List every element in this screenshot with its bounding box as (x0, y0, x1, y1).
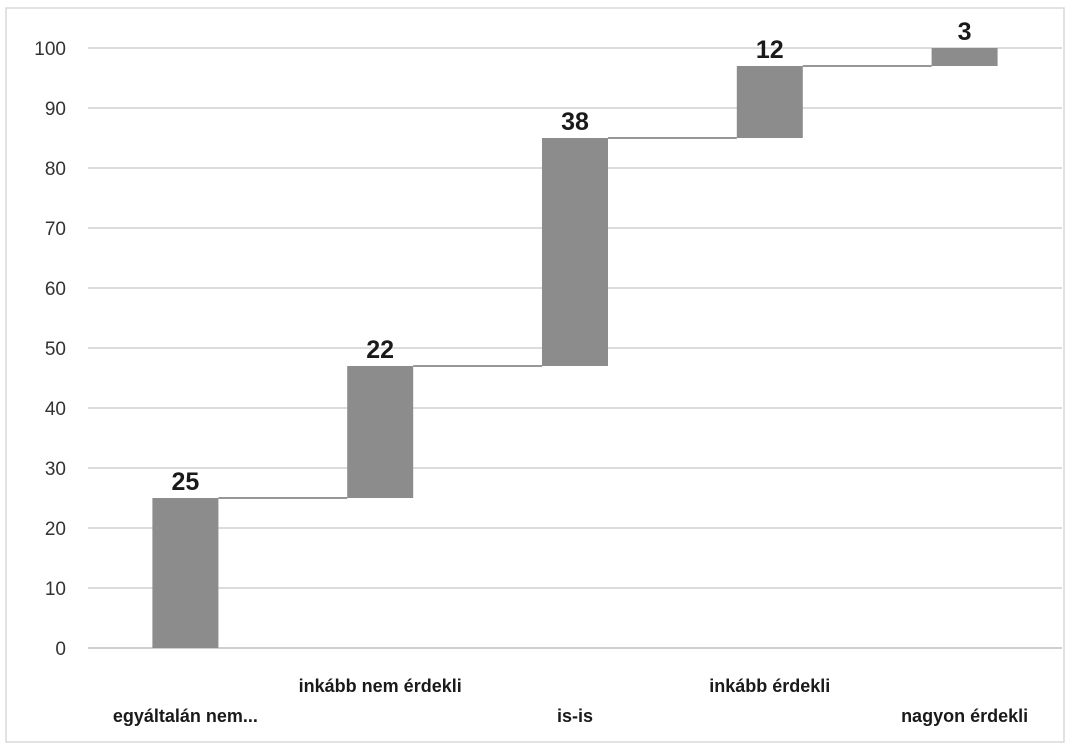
y-tick-label: 0 (55, 639, 66, 660)
data-label: 25 (171, 468, 199, 496)
bars (152, 48, 998, 648)
connector-lines (218, 65, 932, 499)
y-tick-label: 60 (45, 279, 66, 300)
y-tick-label: 100 (34, 39, 66, 60)
data-label: 38 (561, 108, 589, 136)
bar (736, 66, 803, 138)
y-tick-label: 10 (45, 579, 66, 600)
bar (542, 138, 608, 366)
y-tick-label: 80 (45, 159, 66, 180)
bar (347, 366, 414, 498)
bar (152, 498, 219, 648)
gridlines (88, 47, 1062, 589)
y-tick-label: 40 (45, 399, 66, 420)
chart-border (5, 7, 1065, 743)
data-label: 22 (366, 336, 394, 364)
bar (931, 48, 998, 66)
y-tick-label: 50 (45, 339, 66, 360)
y-axis: 0 10 20 30 40 50 60 70 80 90 100 (34, 39, 1062, 660)
data-label: 3 (958, 18, 972, 46)
x-tick-label: inkább nem érdekli (299, 676, 462, 696)
y-tick-label: 70 (45, 219, 66, 240)
data-label: 12 (756, 36, 784, 64)
x-axis: egyáltalán nem... inkább nem érdekli is-is… (113, 676, 1028, 726)
x-tick-label: nagyon érdekli (901, 706, 1028, 726)
x-tick-label: egyáltalán nem... (113, 706, 258, 726)
y-tick-label: 30 (45, 459, 66, 480)
data-labels: 25 22 38 12 3 (171, 18, 971, 496)
y-tick-label: 20 (45, 519, 66, 540)
y-tick-label: 90 (45, 99, 66, 120)
x-tick-label: inkább érdekli (709, 676, 830, 696)
x-tick-label: is-is (557, 706, 593, 726)
